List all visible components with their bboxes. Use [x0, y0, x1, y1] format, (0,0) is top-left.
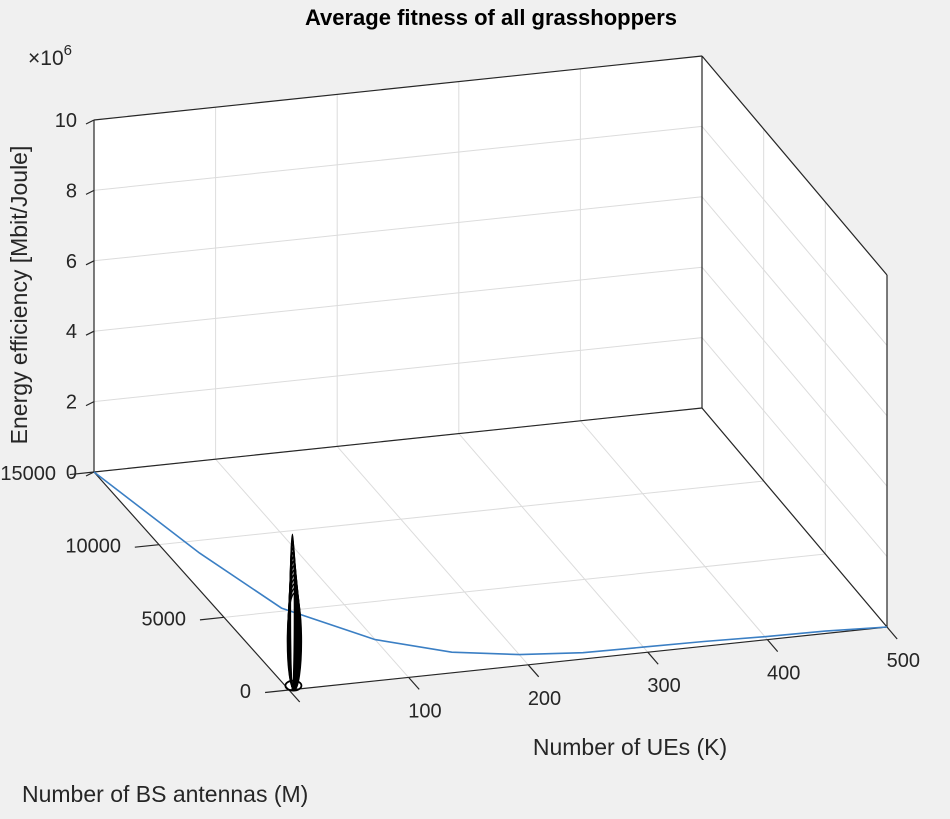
x-tick-label: 400 [767, 663, 800, 685]
z-tick-label: 10 [55, 110, 77, 132]
back-floor-edge [93, 407, 703, 473]
floor-grid-line-y [158, 480, 764, 546]
floor-pane [94, 408, 887, 690]
y-tick-mark [69, 471, 95, 476]
top-side-edge [701, 55, 888, 276]
y-tick-label: 10000 [65, 536, 121, 558]
x-tick-label: 100 [408, 700, 441, 722]
y-axis-label: Number of BS antennas (M) [22, 781, 308, 807]
z-exponent: ×106 [28, 42, 72, 70]
y-tick-mark [265, 689, 290, 694]
y-tick-label: 0 [240, 681, 251, 703]
z-tick-mark [85, 119, 95, 125]
side-wall-pane [702, 56, 887, 627]
z-tick-label: 8 [66, 180, 77, 202]
y-tick-mark [134, 544, 160, 548]
z-tick-label: 0 [66, 462, 77, 484]
back-grid-line-z [93, 125, 703, 191]
x-tick-mark [288, 689, 301, 703]
ee-curve[interactable] [93, 471, 888, 656]
x-tick-label: 300 [647, 675, 680, 697]
x-tick-mark [527, 664, 540, 678]
z-tick-label: 2 [66, 392, 77, 414]
x-tick-mark [647, 651, 659, 665]
z-exponent-power: 6 [64, 42, 72, 59]
axes-panes [94, 56, 887, 690]
z-tick-mark [85, 330, 95, 336]
side-grid-line-z [701, 196, 888, 417]
back-grid-line-z [93, 196, 703, 262]
y-tick-label: 15000 [0, 463, 56, 485]
x-tick-mark [766, 639, 779, 653]
z-tick-mark [85, 189, 95, 195]
x-tick-label: 200 [528, 688, 561, 710]
z-tick-label: 6 [66, 251, 77, 273]
z-tick-label: 4 [66, 321, 77, 343]
x-tick-label: 500 [887, 650, 920, 672]
floor-grid-line-x [458, 433, 649, 653]
x-tick-mark [886, 626, 898, 640]
x-axis-line [288, 626, 888, 691]
back-grid-line-z [93, 266, 703, 332]
x-axis-label: Number of UEs (K) [533, 734, 727, 760]
spike-base-marker [284, 679, 303, 692]
y-tick-label: 5000 [142, 608, 187, 630]
side-floor-edge [701, 407, 888, 628]
series-layer [93, 471, 888, 692]
floor-grid-line-x [336, 446, 529, 666]
spike-ring [286, 592, 303, 691]
axis-lines [93, 55, 888, 691]
y-tick-mark [199, 616, 225, 621]
grasshopper-spike[interactable] [284, 533, 303, 692]
chart-title: Average fitness of all grasshoppers [305, 5, 677, 30]
floor-grid-line-y [223, 553, 826, 618]
side-grid-line-z [701, 266, 888, 487]
z-tick-mark [85, 260, 95, 266]
back-wall-pane [94, 56, 702, 472]
x-tick-mark [408, 677, 420, 690]
back-grid-line-z [93, 337, 703, 403]
side-grid-line-z [701, 337, 888, 557]
z-tick-mark [85, 471, 95, 477]
side-grid-line-z [701, 126, 888, 346]
z-tick-mark [85, 401, 95, 407]
top-back-edge [93, 55, 703, 121]
z-axis-label: Energy efficiency [Mbit/Joule] [6, 146, 32, 445]
z-exponent-base: ×10 [28, 47, 64, 70]
floor-grid-line-x [215, 458, 409, 678]
tick-marks [69, 119, 898, 703]
floor-grid-line-x [580, 420, 768, 640]
y-axis-line [93, 471, 290, 691]
